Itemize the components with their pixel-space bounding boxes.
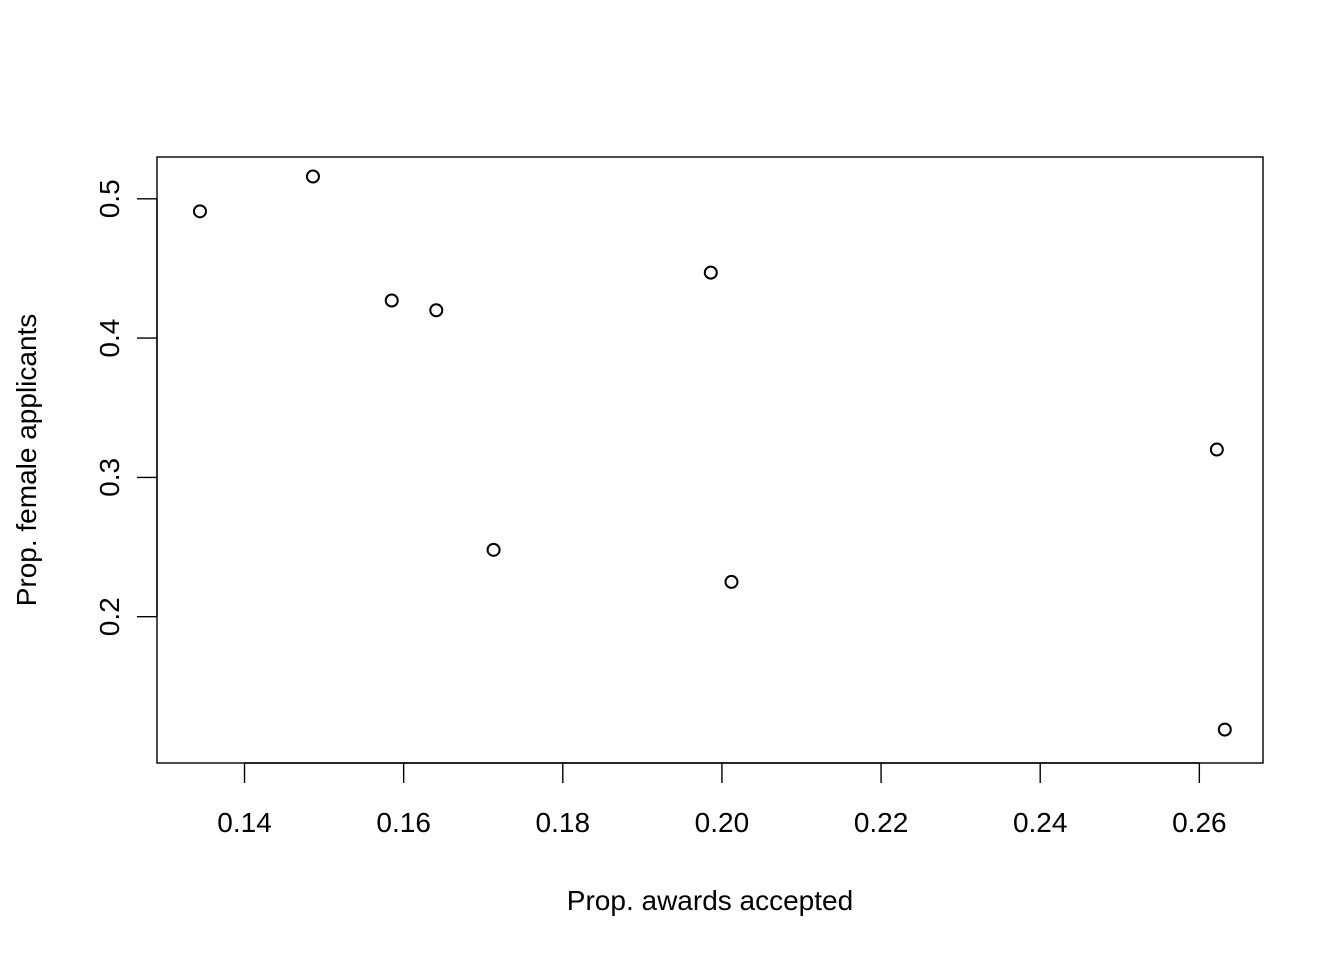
x-tick-label: 0.16 — [376, 807, 431, 838]
data-point — [384, 293, 399, 308]
x-tick-label: 0.24 — [1013, 807, 1068, 838]
data-point — [1217, 722, 1232, 737]
data-point — [192, 204, 207, 219]
x-axis: 0.14 0.16 0.18 0.20 0.22 0.24 0.26 — [217, 762, 1227, 838]
y-tick-label: 0.2 — [94, 597, 125, 636]
x-tick-label: 0.14 — [217, 807, 272, 838]
data-points — [192, 169, 1232, 737]
plot-frame — [156, 156, 1264, 764]
y-axis-label: Prop. female applicants — [11, 314, 42, 607]
x-tick-label: 0.18 — [536, 807, 591, 838]
data-point — [1209, 442, 1224, 457]
x-tick-label: 0.20 — [695, 807, 750, 838]
data-point — [429, 303, 444, 318]
y-tick-label: 0.4 — [94, 319, 125, 358]
data-point — [703, 265, 718, 280]
data-point — [724, 574, 739, 589]
y-tick-label: 0.5 — [94, 179, 125, 218]
data-point — [486, 542, 501, 557]
x-tick-label: 0.26 — [1172, 807, 1227, 838]
y-tick-label: 0.3 — [94, 458, 125, 497]
x-tick-label: 0.22 — [854, 807, 909, 838]
data-point — [305, 169, 320, 184]
x-axis-label: Prop. awards accepted — [567, 885, 853, 916]
y-axis: 0.2 0.3 0.4 0.5 — [94, 179, 158, 636]
